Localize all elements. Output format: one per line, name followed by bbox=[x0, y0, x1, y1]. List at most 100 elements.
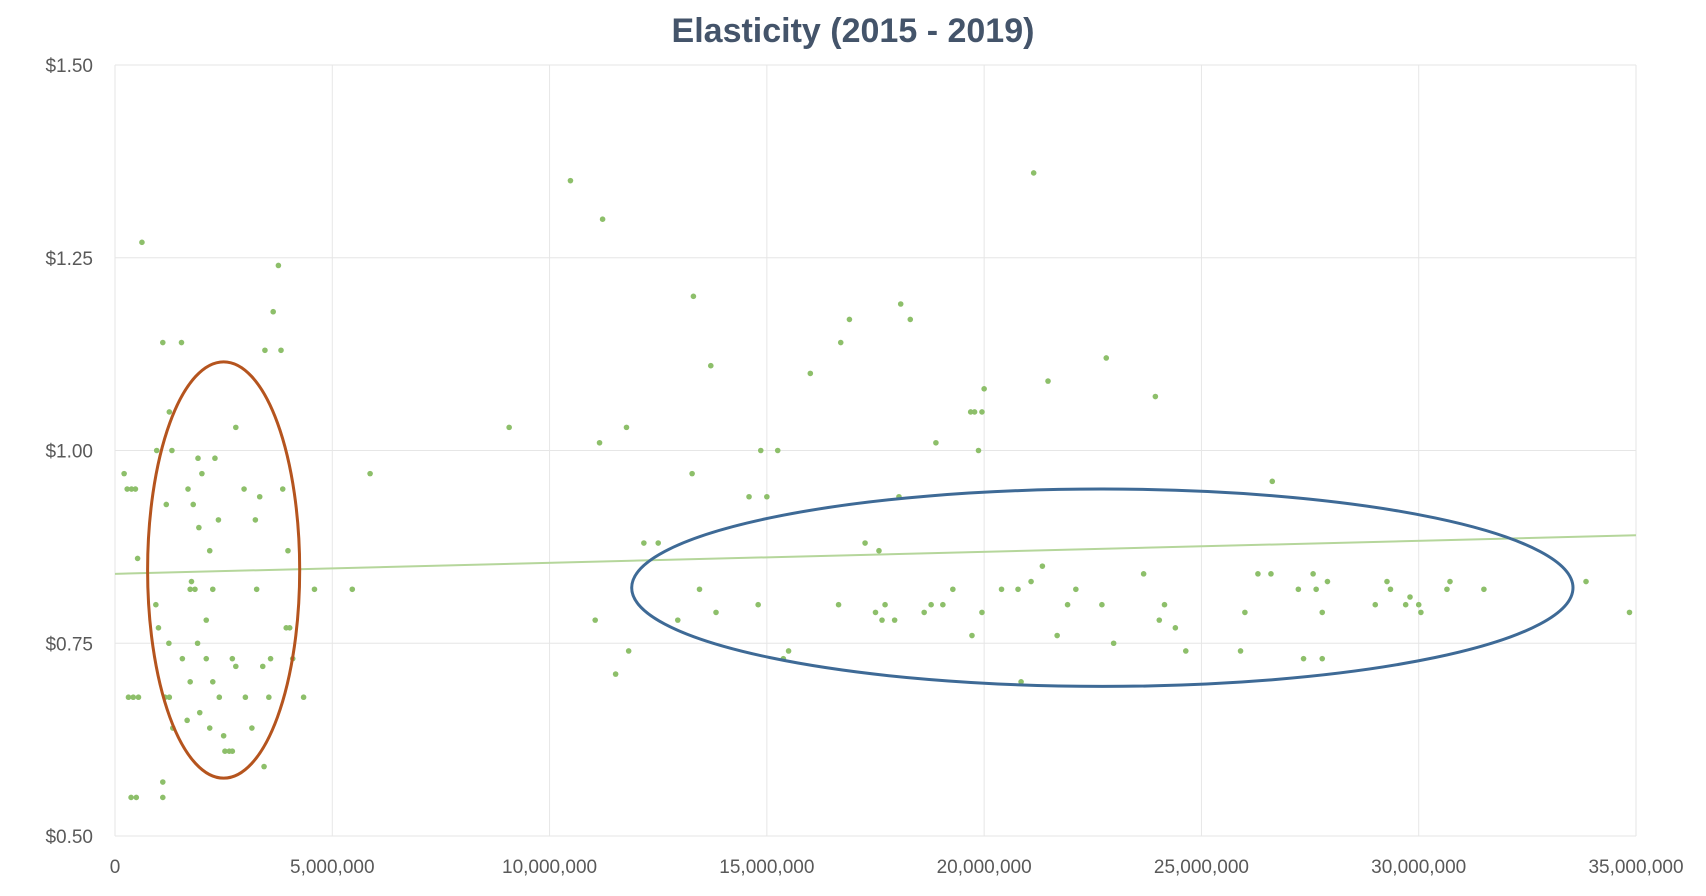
data-point bbox=[139, 239, 145, 246]
data-point bbox=[216, 694, 223, 701]
data-point bbox=[1073, 586, 1079, 593]
data-point bbox=[967, 409, 974, 415]
data-point bbox=[166, 640, 172, 647]
trendline bbox=[114, 534, 1637, 575]
data-point bbox=[1583, 578, 1589, 585]
data-point bbox=[286, 625, 293, 631]
data-point bbox=[596, 439, 603, 446]
data-point bbox=[206, 547, 213, 554]
data-point bbox=[1418, 609, 1424, 616]
data-point bbox=[1237, 648, 1244, 654]
data-point bbox=[285, 547, 291, 554]
data-point bbox=[1255, 571, 1261, 577]
data-point bbox=[252, 517, 259, 523]
data-point bbox=[846, 316, 853, 323]
data-point bbox=[130, 694, 137, 701]
data-point bbox=[199, 470, 205, 477]
data-point bbox=[713, 609, 719, 616]
data-point bbox=[311, 586, 318, 593]
data-point bbox=[206, 725, 213, 731]
data-point bbox=[1415, 601, 1422, 608]
data-point bbox=[872, 609, 879, 616]
data-point bbox=[807, 370, 814, 377]
data-point bbox=[835, 601, 842, 608]
data-point bbox=[1161, 601, 1168, 608]
y-tick-label: $1.00 bbox=[45, 442, 93, 463]
data-point bbox=[169, 447, 175, 454]
data-point bbox=[128, 486, 135, 492]
data-point bbox=[1268, 571, 1274, 577]
data-point bbox=[261, 763, 267, 770]
data-point bbox=[1402, 601, 1409, 608]
data-point bbox=[125, 694, 132, 701]
data-point bbox=[1039, 563, 1046, 569]
data-point bbox=[1481, 586, 1487, 593]
data-point bbox=[124, 486, 130, 492]
data-point bbox=[179, 655, 186, 662]
data-point bbox=[1172, 625, 1179, 631]
data-point bbox=[655, 540, 662, 546]
data-point bbox=[785, 648, 792, 654]
data-point bbox=[757, 447, 764, 454]
data-point bbox=[367, 470, 373, 477]
data-point bbox=[166, 694, 173, 701]
data-point bbox=[267, 655, 274, 662]
data-point bbox=[133, 794, 140, 801]
data-point bbox=[270, 308, 276, 315]
data-point bbox=[774, 447, 781, 454]
data-point bbox=[950, 586, 956, 593]
data-point bbox=[188, 578, 195, 585]
data-point bbox=[696, 586, 703, 593]
data-point bbox=[689, 470, 695, 477]
data-point bbox=[253, 586, 260, 593]
y-tick-label: $0.50 bbox=[45, 827, 93, 848]
data-point bbox=[192, 586, 198, 593]
data-point bbox=[1295, 586, 1302, 593]
data-point bbox=[135, 694, 142, 701]
data-point bbox=[764, 493, 770, 500]
data-point bbox=[1447, 578, 1453, 585]
data-point bbox=[160, 779, 166, 785]
x-tick-label: 15,000,000 bbox=[719, 857, 814, 878]
data-point bbox=[1028, 578, 1034, 585]
data-point bbox=[262, 347, 268, 354]
data-point bbox=[349, 586, 356, 593]
data-point bbox=[862, 540, 868, 546]
data-point bbox=[1372, 601, 1379, 608]
data-point bbox=[1018, 679, 1024, 685]
x-tick-label: 5,000,000 bbox=[290, 857, 375, 878]
data-point bbox=[1099, 601, 1105, 608]
data-point bbox=[229, 748, 236, 754]
data-point bbox=[979, 409, 985, 415]
data-point bbox=[233, 663, 239, 670]
data-point bbox=[229, 655, 236, 662]
data-point bbox=[190, 501, 197, 508]
data-point bbox=[279, 486, 286, 492]
data-point bbox=[1324, 578, 1331, 585]
data-point bbox=[674, 617, 681, 623]
data-point bbox=[969, 632, 975, 639]
data-point bbox=[979, 609, 985, 616]
data-point bbox=[212, 455, 218, 462]
data-point bbox=[241, 486, 247, 492]
y-tick-label: $1.25 bbox=[45, 249, 93, 270]
y-tick-label: $1.50 bbox=[45, 56, 93, 77]
data-point bbox=[160, 339, 166, 346]
data-point bbox=[215, 517, 222, 523]
data-point bbox=[242, 694, 249, 701]
x-tick-label: 35,000,000 bbox=[1588, 857, 1683, 878]
data-point bbox=[1140, 571, 1147, 577]
data-point bbox=[879, 617, 885, 623]
data-point bbox=[203, 655, 210, 662]
data-point bbox=[1152, 393, 1159, 400]
data-point bbox=[981, 386, 987, 392]
data-point bbox=[220, 732, 227, 739]
data-point bbox=[975, 447, 982, 454]
data-point bbox=[134, 555, 141, 562]
data-point bbox=[1407, 594, 1413, 600]
data-point bbox=[882, 601, 888, 608]
data-point bbox=[121, 470, 127, 477]
data-point bbox=[132, 486, 139, 492]
data-point bbox=[1310, 571, 1316, 577]
